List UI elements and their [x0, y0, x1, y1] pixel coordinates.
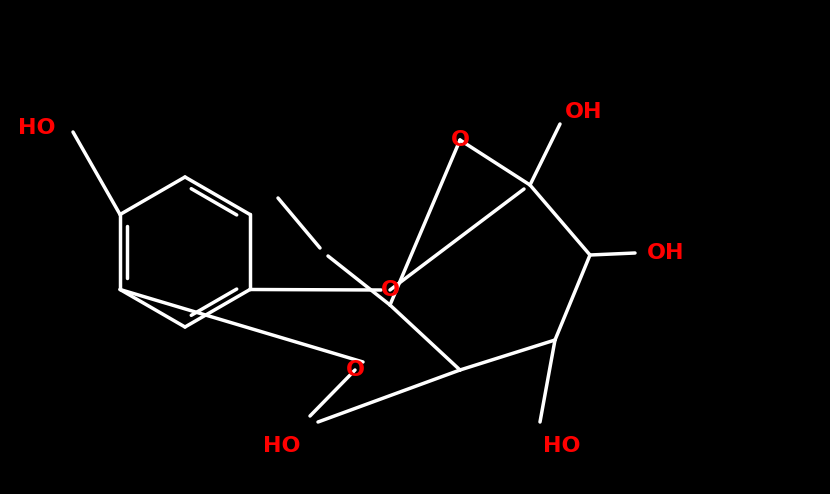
Text: HO: HO [17, 118, 55, 138]
Text: OH: OH [565, 102, 603, 122]
Text: OH: OH [647, 243, 685, 263]
Text: O: O [345, 360, 364, 380]
Text: HO: HO [262, 436, 300, 456]
Text: HO: HO [543, 436, 580, 456]
Text: O: O [380, 280, 399, 300]
Text: O: O [451, 130, 470, 150]
